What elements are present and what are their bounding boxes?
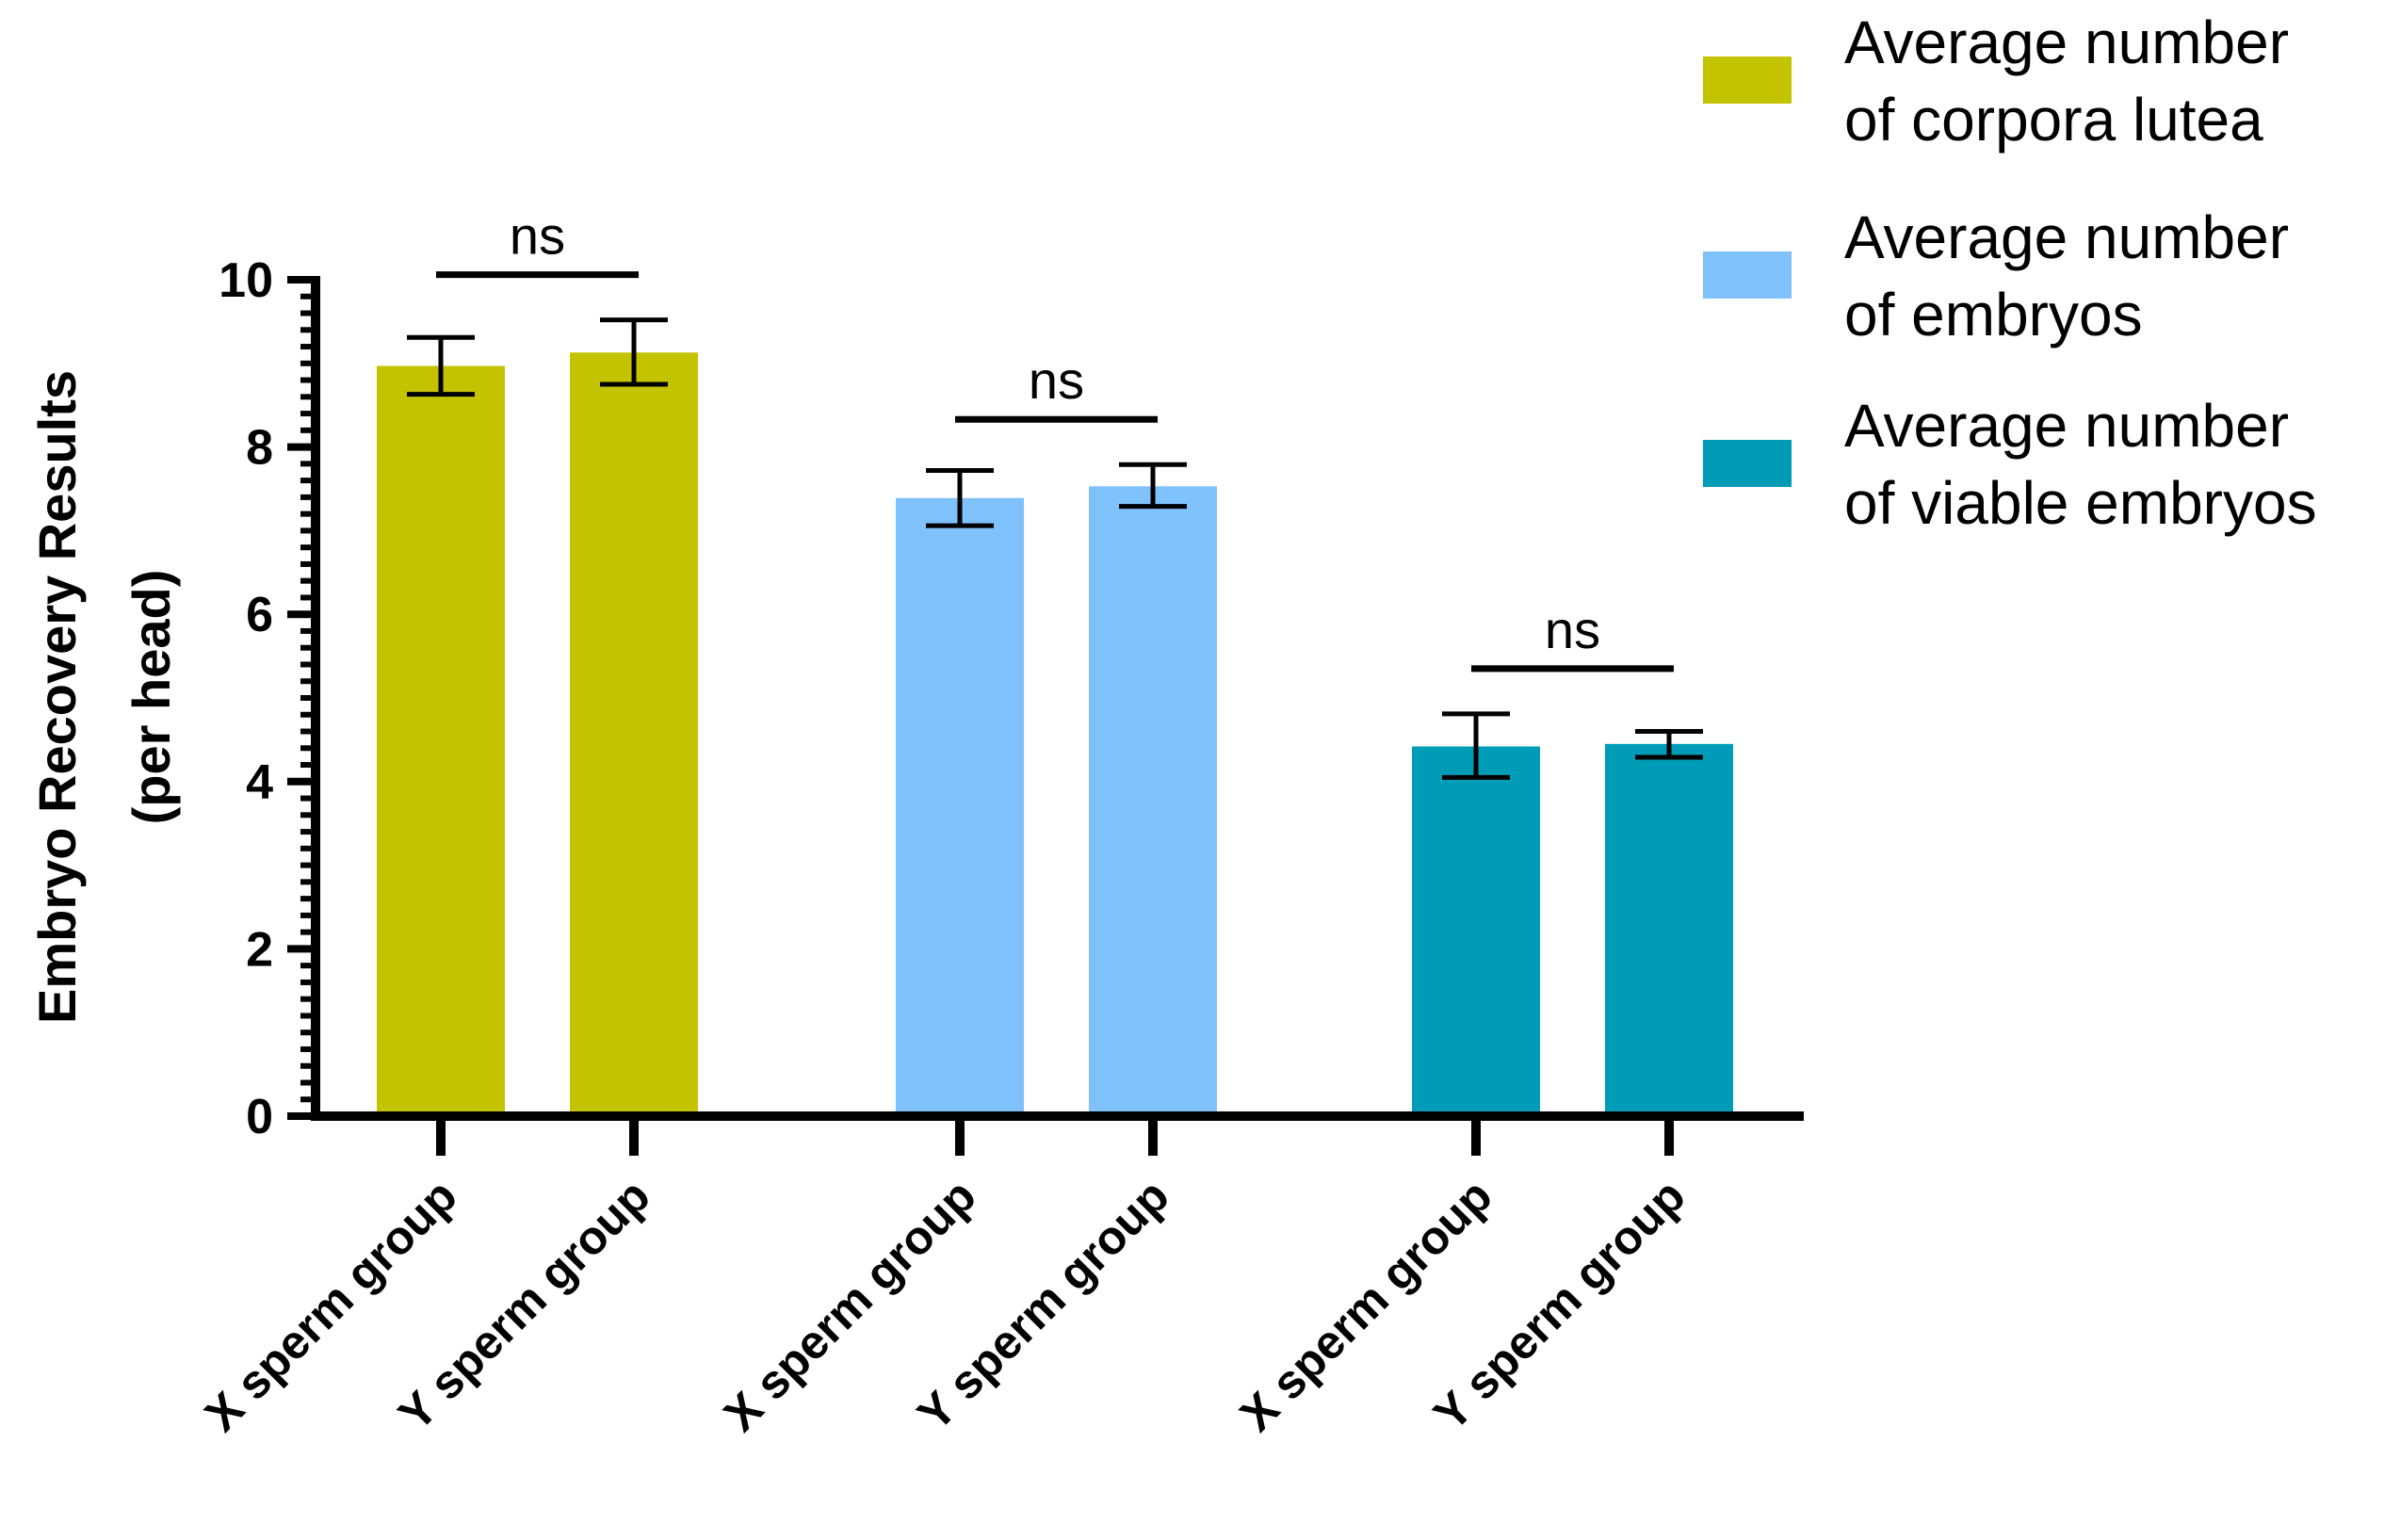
significance-annotations: ns ns ns [436, 206, 1674, 673]
significance-label: ns [1545, 600, 1600, 659]
legend: Average number of corpora lutea Average nu… [1703, 8, 2317, 537]
significance-label: ns [1029, 350, 1084, 410]
y-tick-label: 8 [246, 421, 273, 476]
legend-label-3: of viable embryos [1844, 469, 2317, 537]
y-tick-label: 6 [246, 588, 273, 642]
legend-label-3: Average number [1844, 392, 2289, 460]
y-tick-label: 10 [219, 253, 273, 308]
legend-swatch-3 [1703, 440, 1792, 487]
bar-3-x [1412, 746, 1540, 1111]
legend-swatch-1 [1703, 57, 1792, 104]
error-bars [407, 317, 1703, 780]
bar-1-y [570, 352, 698, 1112]
bar-2-x [896, 497, 1024, 1111]
bar-3-y [1605, 743, 1733, 1111]
y-tick-label: 4 [246, 755, 273, 810]
y-tick-label: 2 [246, 922, 273, 977]
bar-1-x [377, 365, 505, 1111]
y-axis-title-line-1: Embryo Recovery Results [27, 370, 87, 1024]
legend-label-2: of embryos [1844, 281, 2143, 349]
y-axis-title-line-2: (per head) [122, 570, 181, 825]
y-axis-title: Embryo Recovery Results (per head) [27, 370, 181, 1024]
bar-2-y [1089, 486, 1217, 1111]
legend-label-1: of corpora lutea [1844, 86, 2263, 154]
legend-label-2: Average number [1844, 203, 2289, 271]
axes: 0 2 4 6 8 10 [219, 253, 1804, 1156]
bars [377, 352, 1733, 1112]
y-tick-label: 0 [246, 1090, 273, 1144]
legend-label-1: Average number [1844, 8, 2289, 76]
significance-label: ns [510, 206, 565, 266]
legend-swatch-2 [1703, 251, 1792, 299]
